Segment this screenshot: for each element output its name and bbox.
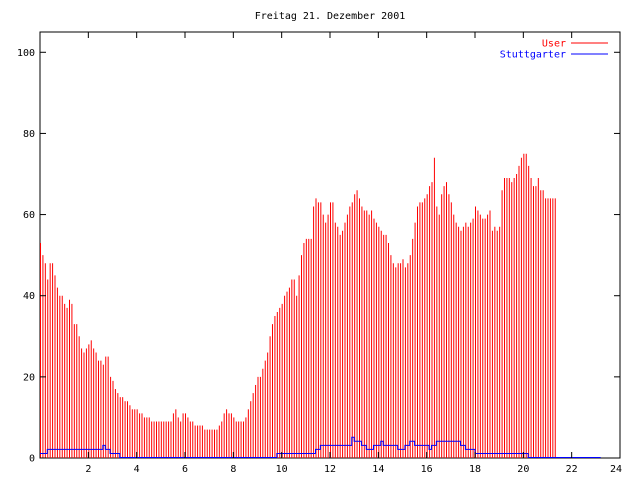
x-tick-label: 4 [134, 464, 140, 475]
x-tick-label: 14 [372, 464, 384, 475]
x-tick-label: 10 [276, 464, 288, 475]
y-tick-label: 80 [23, 129, 35, 140]
legend-label: Stuttgarter [500, 50, 566, 61]
x-tick-label: 8 [230, 464, 236, 475]
x-tick-label: 12 [324, 464, 336, 475]
y-tick-label: 0 [29, 454, 35, 465]
user-series-bars [40, 153, 556, 458]
legend-label: User [542, 39, 566, 50]
x-tick-label: 16 [421, 464, 433, 475]
x-tick-label: 24 [610, 464, 622, 475]
x-tick-label: 6 [182, 464, 188, 475]
stuttgarter-line [40, 436, 601, 458]
y-tick-label: 20 [23, 372, 35, 383]
x-tick-label: 2 [85, 464, 91, 475]
x-tick-label: 18 [469, 464, 481, 475]
y-tick-label: 100 [17, 48, 35, 59]
stuttgarter-series-line [40, 436, 601, 458]
x-tick-label: 22 [566, 464, 578, 475]
y-tick-label: 40 [23, 291, 35, 302]
y-tick-label: 60 [23, 210, 35, 221]
x-tick-label: 20 [517, 464, 529, 475]
chart-title: Freitag 21. Dezember 2001 [255, 11, 406, 22]
